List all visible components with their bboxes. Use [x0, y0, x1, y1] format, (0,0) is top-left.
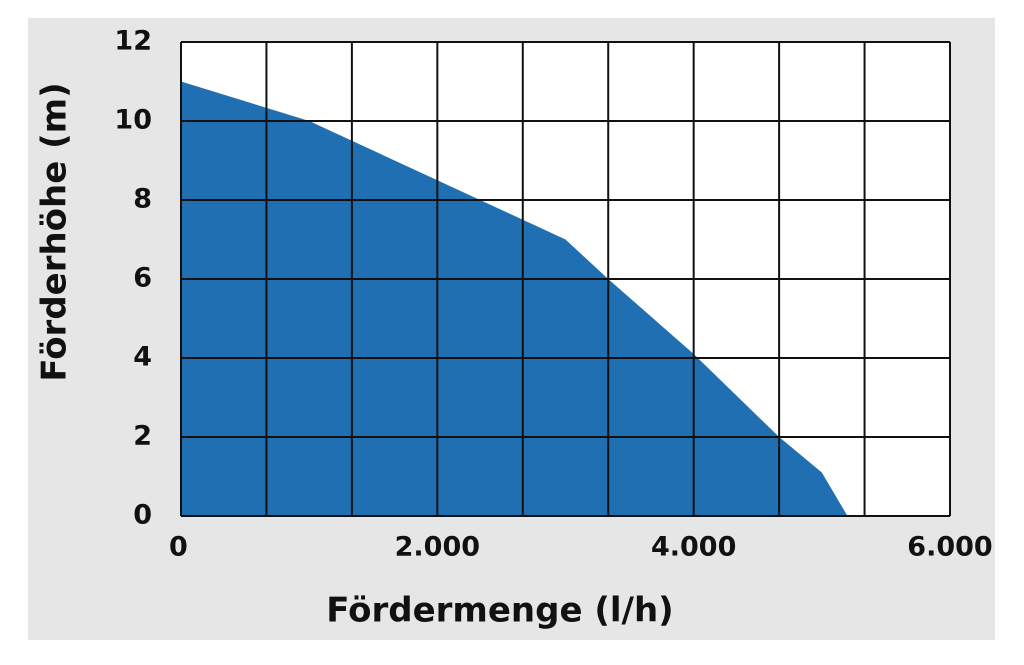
area [181, 81, 848, 516]
y-tick-label: 2 [133, 421, 152, 452]
y-tick-label: 4 [133, 342, 152, 373]
y-tick-label: 12 [114, 26, 152, 57]
y-axis-title: Förderhöhe (m) [35, 82, 75, 381]
x-tick-label: 4.000 [651, 532, 736, 563]
x-tick-label: 0 [169, 532, 188, 563]
x-axis-title: Fördermenge (l/h) [326, 591, 673, 631]
y-tick-label: 0 [133, 500, 152, 531]
grid [180, 41, 951, 517]
y-tick-label: 6 [133, 263, 152, 294]
y-tick-label: 10 [114, 105, 152, 136]
x-tick-label: 2.000 [395, 532, 480, 563]
y-tick-label: 8 [133, 184, 152, 215]
marks [181, 81, 848, 516]
x-tick-label: 6.000 [907, 532, 992, 563]
